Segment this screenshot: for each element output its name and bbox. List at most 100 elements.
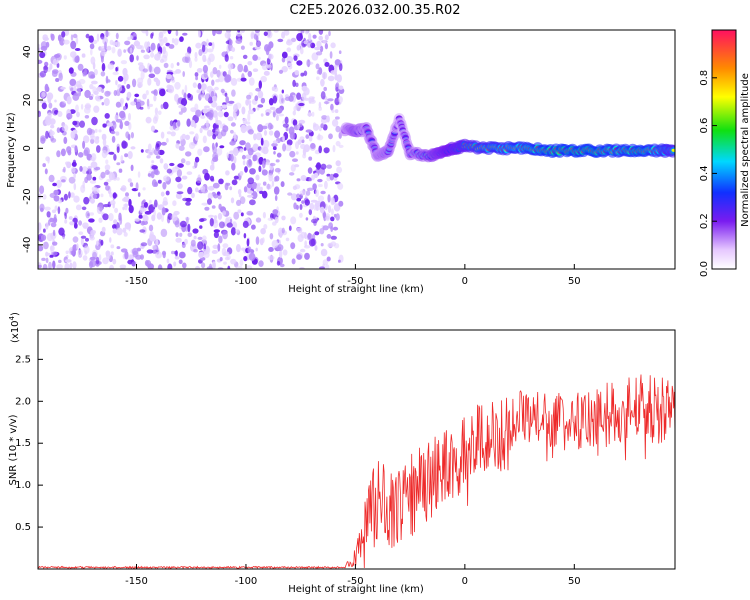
noise-speckle [236, 199, 242, 206]
noise-speckle [150, 52, 155, 58]
noise-speckle [279, 250, 283, 259]
noise-speckle [324, 180, 328, 190]
noise-speckle [177, 120, 181, 127]
noise-speckle [127, 151, 133, 159]
noise-speckle [131, 260, 136, 267]
noise-speckle [317, 195, 325, 202]
noise-speckle [124, 203, 128, 211]
noise-speckle [211, 142, 215, 151]
noise-speckle [101, 133, 107, 141]
noise-speckle [247, 113, 251, 122]
noise-speckle [66, 113, 73, 120]
snr-scale-label: (x104) [8, 312, 21, 343]
noise-speckle [215, 120, 222, 125]
noise-speckle [212, 244, 219, 249]
noise-speckle [165, 73, 173, 80]
snr-series-line [38, 374, 675, 569]
noise-speckle [280, 181, 285, 188]
noise-speckle [105, 159, 109, 165]
noise-speckle [154, 107, 158, 115]
noise-speckle [320, 248, 328, 257]
noise-speckle [217, 110, 224, 118]
noise-speckle [201, 44, 206, 53]
noise-speckle [194, 133, 199, 141]
noise-speckle [257, 124, 264, 133]
noise-speckle [333, 173, 339, 178]
noise-speckle [315, 63, 320, 70]
noise-speckle [100, 171, 106, 179]
noise-speckle [196, 177, 202, 184]
noise-speckle [282, 123, 289, 128]
noise-speckle [45, 130, 49, 139]
noise-speckle [212, 219, 219, 229]
noise-speckle [267, 255, 275, 261]
noise-speckle [110, 244, 115, 249]
noise-speckle [75, 87, 82, 93]
noise-speckle [298, 102, 305, 107]
noise-speckle [151, 179, 157, 188]
noise-speckle [186, 118, 191, 127]
noise-speckle [165, 190, 170, 196]
noise-speckle [157, 264, 163, 269]
noise-speckle [302, 153, 307, 159]
noise-speckle [199, 127, 203, 134]
noise-speckle [278, 69, 284, 74]
noise-speckle [176, 193, 182, 200]
noise-speckle [76, 111, 80, 118]
noise-speckle [124, 40, 131, 46]
noise-speckle [309, 202, 315, 211]
noise-speckle [261, 63, 269, 71]
noise-speckle [154, 113, 159, 122]
noise-speckle [88, 35, 94, 43]
noise-speckle [276, 260, 281, 266]
noise-speckle [86, 127, 93, 136]
noise-speckle [202, 54, 207, 63]
noise-speckle [245, 154, 252, 160]
noise-speckle [269, 233, 274, 240]
noise-speckle [303, 245, 311, 249]
noise-speckle [241, 106, 246, 115]
noise-speckle [211, 95, 218, 103]
noise-speckle [305, 217, 309, 221]
noise-speckle [141, 30, 148, 34]
noise-speckle [273, 86, 279, 92]
noise-speckle [109, 237, 112, 243]
noise-speckle [314, 46, 321, 51]
noise-speckle [320, 78, 325, 87]
noise-speckle [282, 135, 285, 142]
x-tick-label: -100 [235, 276, 258, 287]
x-tick-label: 0 [462, 276, 468, 287]
noise-speckle [290, 193, 298, 201]
noise-speckle [202, 249, 208, 256]
noise-speckle [181, 175, 188, 180]
noise-speckle [319, 266, 325, 269]
noise-speckle [324, 42, 328, 50]
colorbar-tick-label: 0.4 [699, 165, 710, 181]
noise-speckle [305, 129, 313, 133]
noise-speckle [144, 41, 149, 50]
noise-speckle [242, 220, 249, 228]
noise-speckle [96, 240, 99, 246]
noise-speckle [230, 197, 235, 204]
noise-speckle [223, 261, 227, 265]
noise-speckle [251, 224, 256, 230]
noise-speckle [112, 71, 119, 76]
noise-speckle [133, 36, 137, 41]
noise-speckle [200, 217, 207, 222]
noise-speckle [162, 196, 168, 206]
noise-speckle [322, 225, 329, 231]
noise-speckle [237, 30, 241, 33]
noise-speckle [195, 76, 199, 81]
noise-speckle [111, 135, 116, 143]
noise-speckle [182, 32, 188, 36]
noise-speckle [108, 151, 115, 155]
noise-speckle [197, 82, 202, 90]
noise-speckle [329, 173, 335, 181]
noise-speckle [327, 205, 332, 214]
noise-speckle [319, 45, 324, 53]
noise-speckle [328, 222, 333, 229]
noise-speckle [47, 219, 51, 226]
noise-speckle [299, 190, 306, 196]
noise-speckle [258, 260, 264, 267]
noise-speckle [94, 128, 98, 133]
